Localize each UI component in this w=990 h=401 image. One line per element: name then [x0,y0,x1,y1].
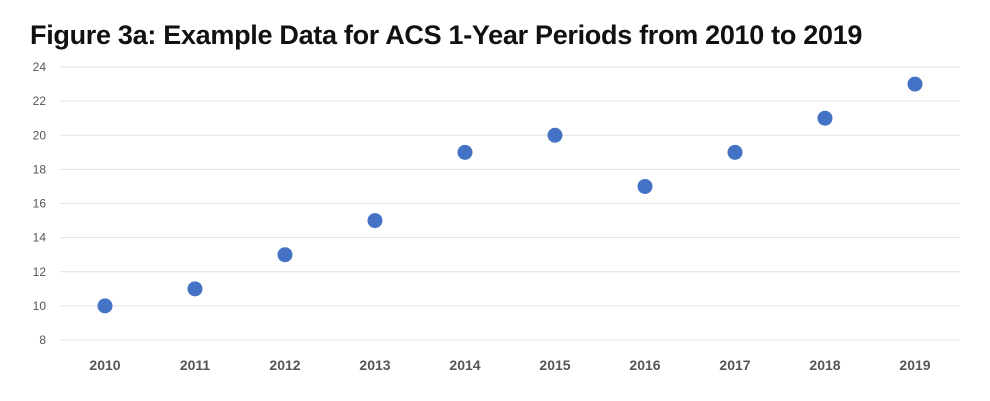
y-tick-label: 14 [33,231,47,245]
x-tick-label: 2019 [899,357,930,373]
x-tick-label: 2011 [180,357,211,373]
y-tick-label: 10 [33,299,47,313]
x-tick-label: 2016 [629,357,660,373]
data-point [277,247,293,263]
x-tick-label: 2012 [269,357,300,373]
x-tick-label: 2017 [719,357,750,373]
data-point [907,76,923,92]
data-point [457,144,473,160]
x-axis-ticks: 2010 2011 2012 2013 2014 2015 2016 2017 2018 2019 [89,357,930,373]
y-tick-label: 12 [33,265,47,279]
data-point [547,127,563,143]
gridlines [60,66,960,341]
data-points [97,76,923,314]
y-tick-label: 24 [33,60,47,74]
chart-title: Figure 3a: Example Data for ACS 1-Year P… [30,20,863,50]
y-axis-ticks: 8 10 12 14 16 18 20 22 24 [33,60,47,347]
data-point [637,178,653,194]
data-point [727,144,743,160]
y-tick-label: 20 [33,128,47,142]
x-tick-label: 2010 [89,357,120,373]
data-point [367,213,383,229]
x-tick-label: 2013 [359,357,390,373]
data-point [97,298,113,314]
data-point [187,281,203,297]
y-tick-label: 8 [39,333,46,347]
x-tick-label: 2014 [449,357,480,373]
y-tick-label: 18 [33,162,47,176]
data-point [817,110,833,126]
x-tick-label: 2018 [809,357,840,373]
y-tick-label: 22 [33,94,47,108]
y-tick-label: 16 [33,197,47,211]
x-tick-label: 2015 [539,357,570,373]
